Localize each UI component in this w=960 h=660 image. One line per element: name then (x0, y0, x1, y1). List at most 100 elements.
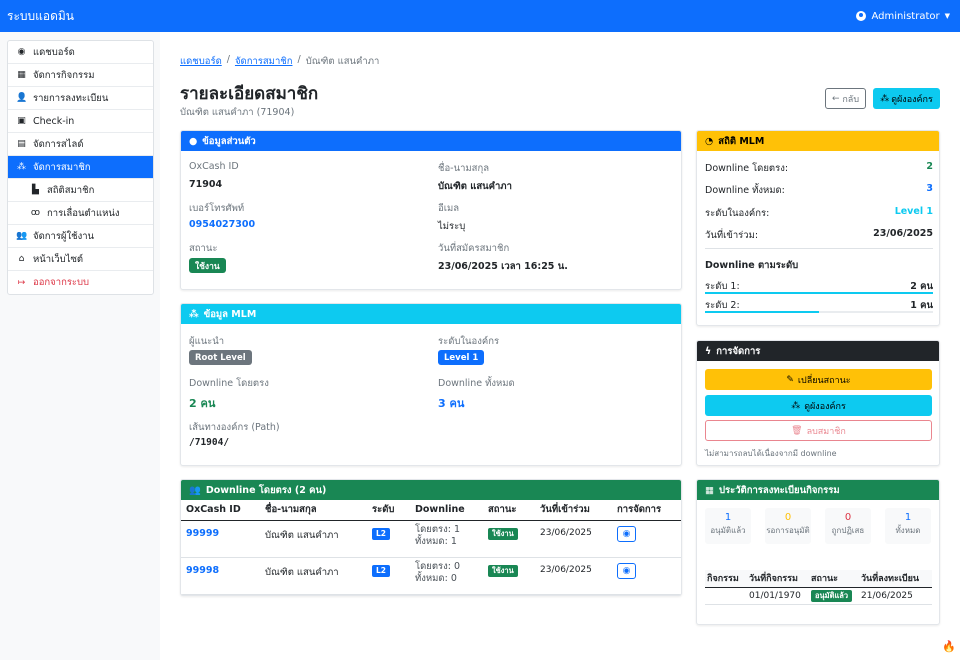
arrow-left-icon: ← (831, 93, 843, 104)
personal-info-card: ● ข้อมูลส่วนตัว OxCash ID 71904 ชื่อ-นามส… (180, 130, 682, 290)
oxcash-value: 71904 (189, 179, 223, 190)
sidebar-item-promotions[interactable]: ꝏ การเลื่อนตำแหน่ง (8, 202, 153, 225)
column-header: OxCash ID (181, 500, 260, 521)
user-menu[interactable]: Administrator ▼ (856, 11, 950, 22)
registered-date: 21/06/2025 (859, 587, 932, 605)
sidebar-item-member-stats[interactable]: ▙ สถิติสมาชิก (8, 179, 153, 202)
phone-label: เบอร์โทรศัพท์ (189, 203, 245, 214)
change-status-button[interactable]: ✎ เปลี่ยนสถานะ (705, 369, 932, 390)
qrcode-icon: ▣ (17, 116, 26, 126)
email-value: ไม่ระบุ (438, 221, 466, 232)
history-table: กิจกรรม วันที่กิจกรรม สถานะ วันที่ลงทะเบ… (705, 570, 932, 605)
calendar-icon: ▦ (17, 70, 26, 80)
status-badge: อนุมัติแล้ว (811, 589, 853, 602)
view-org-button[interactable]: ⁂ ดูผังองค์กร (705, 395, 932, 416)
email-label: อีเมล (438, 203, 460, 214)
action-cell: ◉ (612, 557, 681, 595)
sidebar-item-registrations[interactable]: 👤 รายการลงทะเบียน (8, 87, 153, 110)
chart-icon: ▙ (32, 185, 39, 195)
sidebar-item-logout[interactable]: ↦ ออกจากระบบ (8, 271, 153, 294)
actions-header: ϟ การจัดการ (697, 341, 939, 361)
card-title: Downline โดยตรง (2 คน) (205, 484, 327, 496)
breadcrumb-home-link[interactable]: แดชบอร์ด (180, 56, 222, 67)
stat-box-rejected: 0 ถูกปฏิเสธ (825, 508, 871, 544)
sign-out-icon: ↦ (17, 277, 26, 288)
sidebar-item-label: การเลื่อนตำแหน่ง (47, 207, 120, 219)
table-header-row: กิจกรรม วันที่กิจกรรม สถานะ วันที่ลงทะเบ… (705, 570, 932, 588)
card-title: ประวัติการลงทะเบียนกิจกรรม (718, 484, 840, 496)
breadcrumb-members-link[interactable]: จัดการสมาชิก (234, 56, 293, 67)
users-cog-icon: 👥 (16, 231, 28, 241)
by-level-title: Downline ตามระดับ (705, 260, 799, 271)
stat-value: 23/06/2025 (873, 228, 933, 239)
column-header: Downline (410, 500, 483, 521)
sidebar-item-users[interactable]: 👥 จัดการผู้ใช้งาน (8, 225, 153, 248)
sidebar-item-label: สถิติสมาชิก (47, 184, 95, 196)
edit-icon: ✎ (786, 374, 794, 385)
joined-date: 23/06/2025 (535, 557, 612, 595)
stat-value: 3 (926, 183, 933, 194)
status-cell: ใช้งาน (483, 557, 535, 595)
total-downline-label: Downline ทั้งหมด (438, 378, 515, 389)
chart-pie-icon: ◔ (705, 135, 714, 147)
member-id-link[interactable]: 99998 (181, 557, 260, 595)
delete-member-label: ลบสมาชิก (806, 426, 846, 437)
member-id-link[interactable]: 99999 (181, 520, 260, 558)
column-header: ระดับ (367, 500, 410, 521)
caret-down-icon: ▼ (944, 12, 950, 20)
sidebar-item-label: รายการลงทะเบียน (33, 92, 109, 104)
medal-icon: ꝏ (30, 208, 41, 218)
status-cell: อนุมัติแล้ว (809, 587, 859, 605)
level-label: ระดับในองค์กร (438, 336, 500, 347)
view-button[interactable]: ◉ (617, 525, 636, 542)
sitemap-icon: ⁂ (791, 400, 801, 411)
downline-total: ทั้งหมด: 1 (415, 535, 457, 547)
phone-value[interactable]: 0954027300 (189, 219, 256, 230)
sidebar-item-label: จัดการผู้ใช้งาน (33, 230, 95, 242)
action-cell: ◉ (612, 520, 681, 558)
level-progress-bar (705, 311, 933, 313)
sidebar-item-members[interactable]: ⁂ จัดการสมาชิก (8, 156, 153, 179)
breadcrumb-current: บัณฑิต แสนคำภา (305, 56, 380, 67)
direct-downline-label: Downline โดยตรง (189, 378, 269, 389)
flame-icon: 🔥 (942, 640, 956, 653)
sidebar-item-label: ออกจากระบบ (33, 277, 90, 288)
level-cell: L2 (367, 520, 410, 558)
view-button[interactable]: ◉ (617, 562, 636, 579)
view-org-chart-label: ดูผังองค์กร (891, 94, 933, 105)
column-header: สถานะ (483, 500, 535, 521)
level-badge: Level 1 (438, 350, 485, 365)
sidebar-item-slides[interactable]: ▤ จัดการสไลด์ (8, 133, 153, 156)
joined-date: 23/06/2025 (535, 520, 612, 558)
delete-member-button[interactable]: 🗑 ลบสมาชิก (705, 420, 932, 441)
stat-caption: รอการอนุมัติ (766, 526, 810, 535)
view-org-chart-button[interactable]: ⁂ ดูผังองค์กร (873, 88, 940, 109)
downline-total: ทั้งหมด: 0 (415, 572, 457, 584)
sidebar-item-website[interactable]: ⌂ หน้าเว็บไซต์ (8, 248, 153, 271)
sidebar-item-checkin[interactable]: ▣ Check-in (8, 110, 153, 133)
level-cell: L2 (367, 557, 410, 595)
sidebar-item-label: จัดการกิจกรรม (33, 69, 95, 81)
mlm-stats-card: ◔ สถิติ MLM Downline โดยตรง: 2 Downline ทั… (696, 130, 940, 326)
view-org-label: ดูผังองค์กร (804, 401, 846, 412)
eye-icon: ◉ (622, 565, 631, 576)
back-button[interactable]: ← กลับ (825, 88, 866, 109)
sidebar-item-activities[interactable]: ▦ จัดการกิจกรรม (8, 64, 153, 87)
stat-row-total: Downline ทั้งหมด: 3 (705, 183, 933, 198)
level-progress-bar (705, 292, 933, 294)
level-badge: L2 (372, 527, 390, 540)
column-header: วันที่กิจกรรม (747, 570, 809, 588)
sidebar-item-dashboard[interactable]: ◉ แดชบอร์ด (8, 41, 153, 64)
stat-count: 1 (904, 512, 912, 523)
dashboard-icon: ◉ (17, 47, 26, 57)
name-value: บัณฑิต แสนคำภา (438, 181, 512, 192)
stat-count: 0 (784, 512, 792, 523)
stat-value: 2 (926, 161, 933, 172)
sponsor-label: ผู้แนะนำ (189, 336, 225, 347)
column-header: สถานะ (809, 570, 859, 588)
stat-label: ระดับในองค์กร: (705, 208, 770, 219)
back-button-label: กลับ (842, 94, 860, 105)
app-brand[interactable]: ระบบแอดมิน (7, 8, 74, 23)
stat-caption: ทั้งหมด (895, 526, 921, 535)
stat-box-total: 1 ทั้งหมด (885, 508, 931, 544)
